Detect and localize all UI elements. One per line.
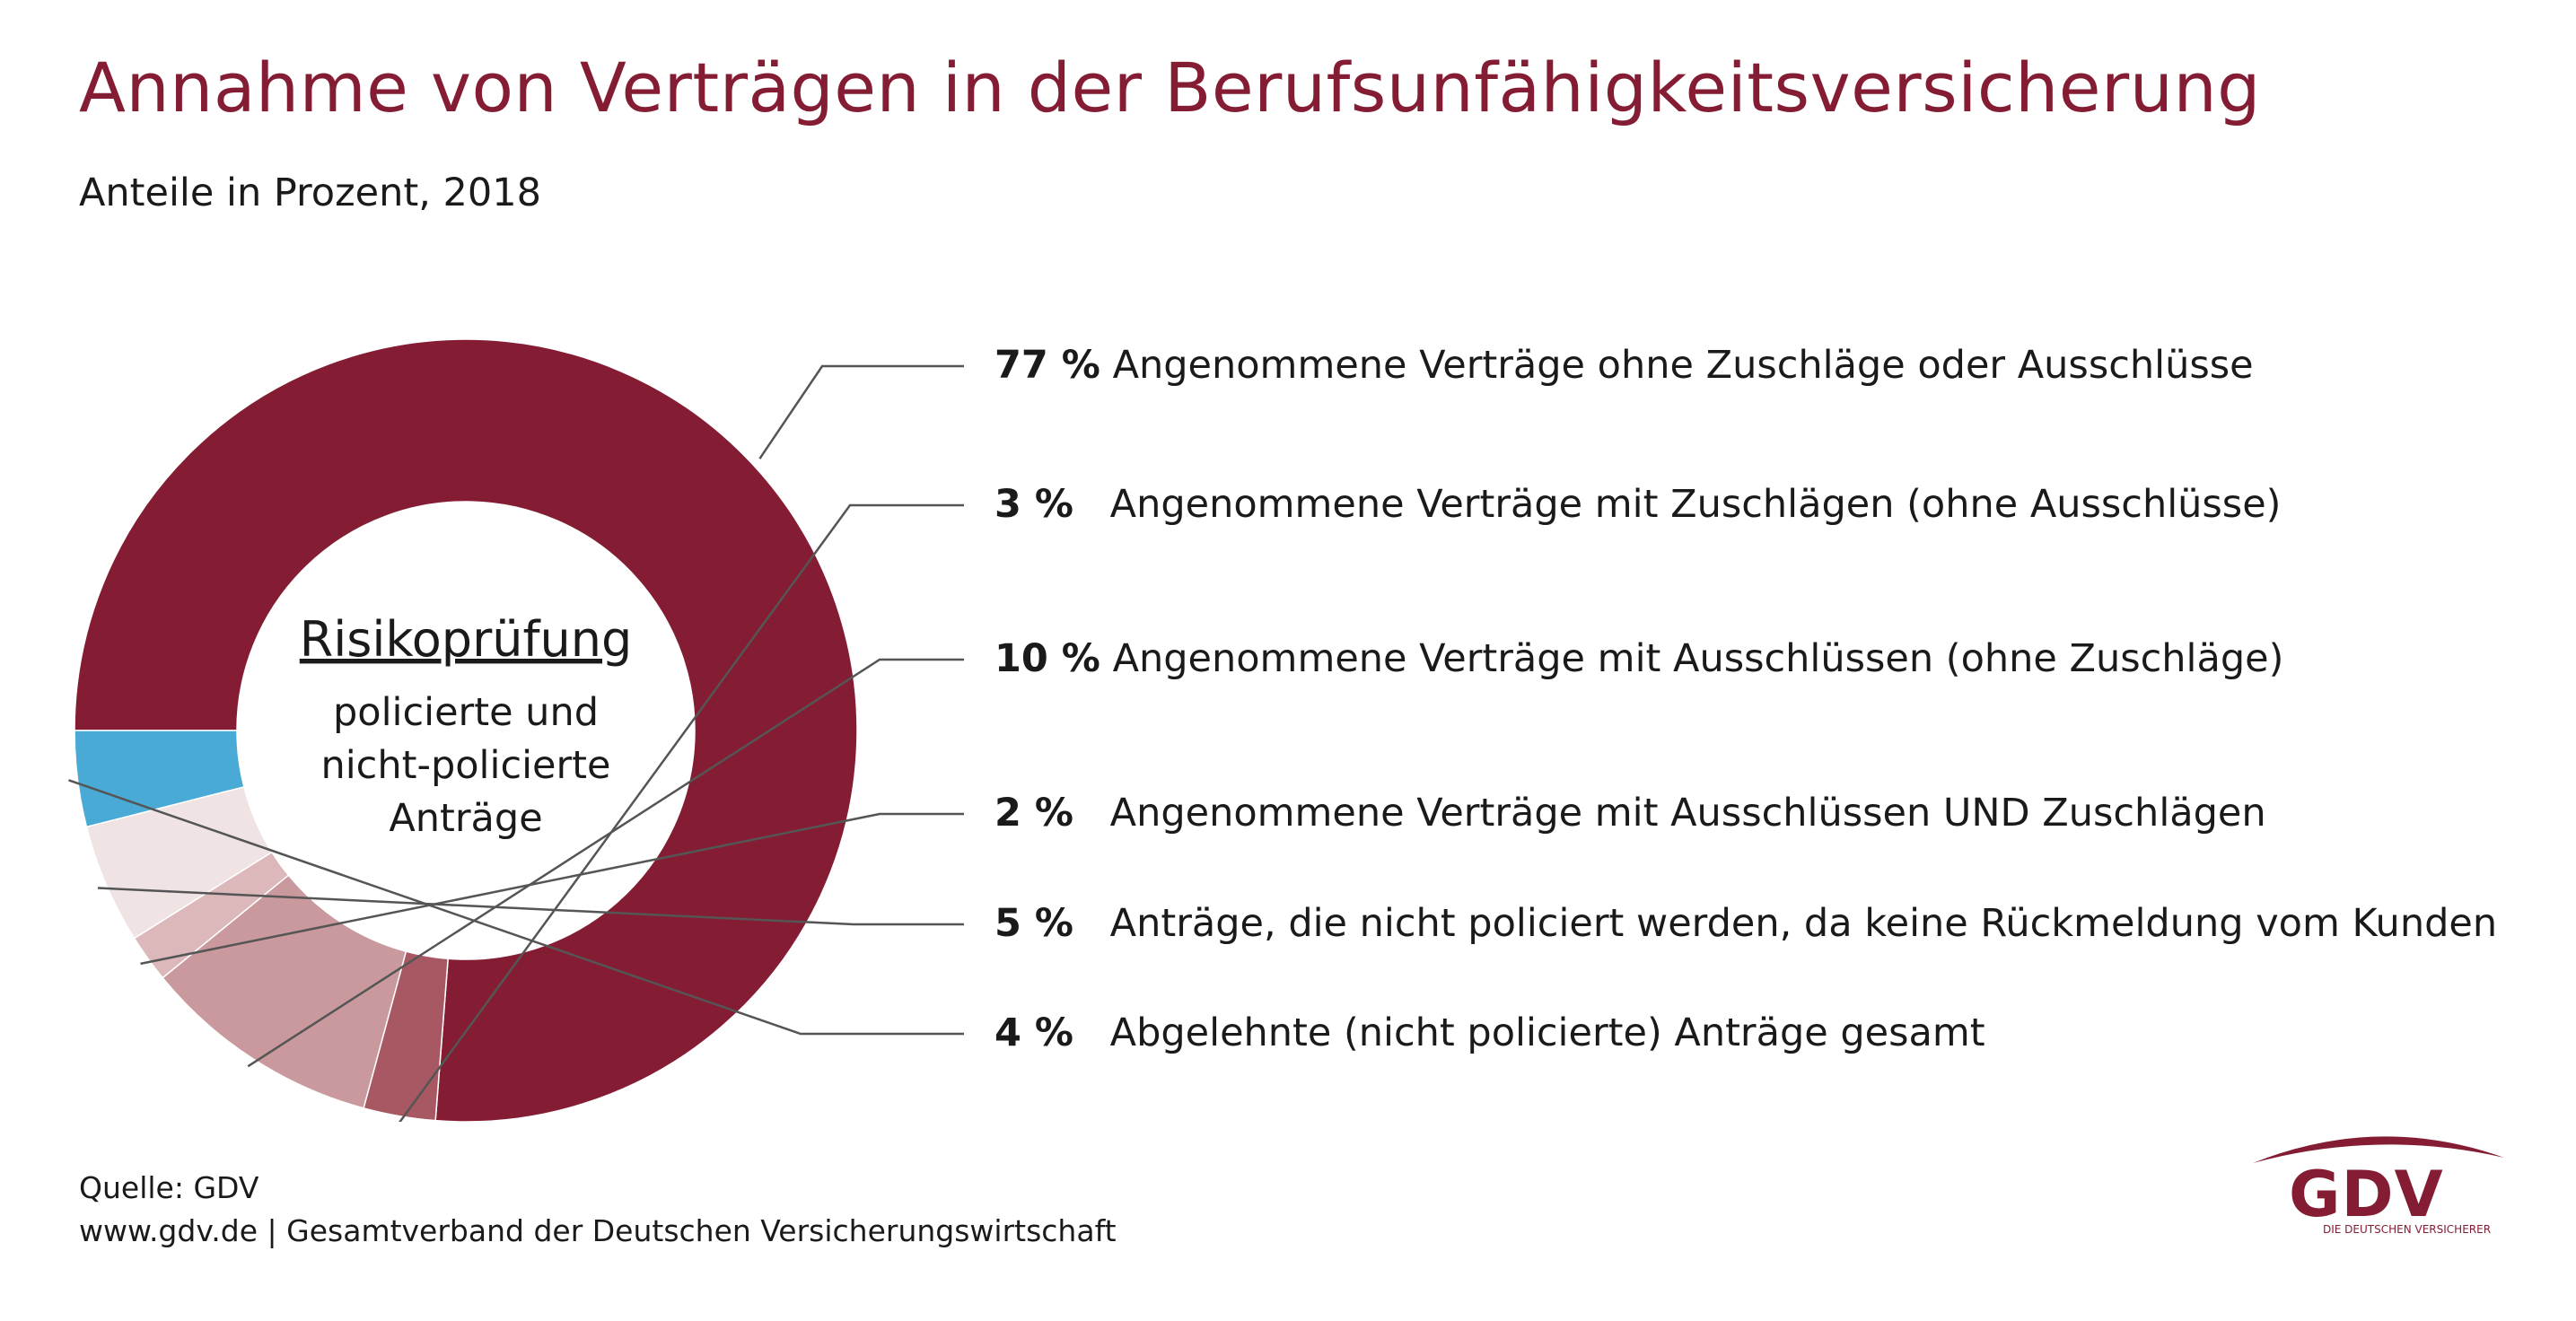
legend-item: 77 % Angenommene Verträge ohne Zuschläge… [994, 346, 2254, 385]
slice-value-label: 4 % [994, 1010, 1073, 1055]
logo-tagline: DIE DEUTSCHEN VERSICHERER [2323, 1223, 2492, 1236]
leader-lines [68, 364, 964, 1122]
donut-slice [74, 338, 858, 1122]
center-line-3: Anträge [389, 796, 542, 841]
leader-line [399, 503, 964, 1122]
footer-separator: | [267, 1212, 277, 1248]
chart-subtitle: Anteile in Prozent, 2018 [79, 171, 541, 215]
website-link[interactable]: www.gdv.de [79, 1212, 258, 1248]
slice-value-label: 2 % [994, 791, 1073, 835]
footer-line: www.gdv.de | Gesamtverband der Deutschen… [79, 1210, 1117, 1253]
legend-item: 4 % Abgelehnte (nicht policierte) Anträg… [994, 1014, 1985, 1053]
donut-chart: Risikoprüfung policierte und nicht-polic… [68, 338, 964, 1122]
slice-value-label: 5 % [994, 901, 1073, 946]
slice-value-label: 77 % [994, 343, 1100, 388]
slice-text: Angenommene Verträge mit Zuschlägen (ohn… [1109, 482, 2282, 527]
center-line-2: nicht-policierte [320, 743, 610, 788]
legend-item: 3 % Angenommene Verträge mit Zuschlägen … [994, 486, 2281, 524]
leader-line [758, 364, 964, 459]
legend-item: 5 % Anträge, die nicht policiert werden,… [994, 905, 2497, 943]
gdv-logo: GDV DIE DEUTSCHEN VERSICHERER [2244, 1122, 2513, 1247]
logo-text: GDV [2289, 1158, 2444, 1231]
leader-line [97, 887, 964, 926]
slice-text: Angenommene Verträge mit Ausschlüssen (o… [1112, 636, 2284, 681]
leader-line [247, 658, 964, 1068]
donut-slices [74, 338, 858, 1122]
organisation-name: Gesamtverband der Deutschen Versicherung… [286, 1212, 1117, 1248]
slice-value-label: 10 % [994, 636, 1100, 681]
legend-item: 2 % Angenommene Verträge mit Ausschlüsse… [994, 794, 2266, 833]
slice-text: Angenommene Verträge mit Ausschlüssen UN… [1109, 791, 2266, 835]
leader-line [140, 812, 964, 966]
center-title: Risikoprüfung [300, 611, 633, 668]
slice-text: Angenommene Verträge ohne Zuschläge oder… [1112, 343, 2254, 388]
slice-text: Abgelehnte (nicht policierte) Anträge ge… [1109, 1010, 1985, 1055]
source-note: Quelle: GDV www.gdv.de | Gesamtverband d… [79, 1167, 1117, 1253]
source-label: Quelle: GDV [79, 1170, 259, 1205]
donut-slice [74, 730, 245, 828]
slice-text: Anträge, die nicht policiert werden, da … [1109, 901, 2498, 946]
slice-value-label: 3 % [994, 482, 1073, 527]
leader-line [68, 779, 964, 1036]
logo-arc-icon [2253, 1136, 2504, 1163]
chart-title: Annahme von Verträgen in der Berufsunfäh… [79, 48, 2261, 127]
center-line-1: policierte und [333, 690, 599, 735]
legend-item: 10 % Angenommene Verträge mit Ausschlüss… [994, 640, 2283, 678]
